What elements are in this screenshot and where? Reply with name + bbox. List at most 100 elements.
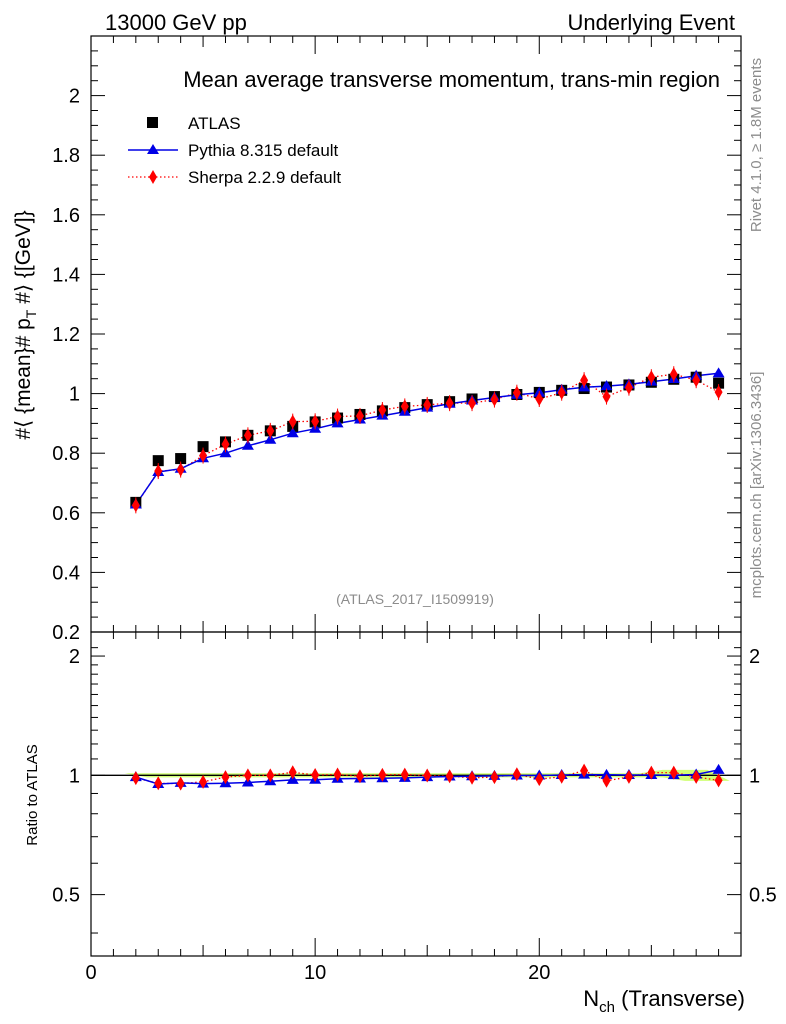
pythia-point bbox=[600, 380, 613, 391]
mcplots-source-label: mcplots.cern.ch [arXiv:1306.3436] bbox=[748, 372, 765, 599]
sherpa-point bbox=[378, 402, 387, 417]
sherpa-point bbox=[468, 396, 477, 411]
sherpa-ratio-point bbox=[669, 765, 678, 780]
sherpa-ratio-point bbox=[221, 770, 230, 785]
sherpa-point bbox=[311, 414, 320, 429]
main-y-tick-label: 1.2 bbox=[52, 324, 80, 346]
legend-atlas-label: ATLAS bbox=[188, 114, 241, 133]
sherpa-point bbox=[580, 373, 589, 388]
pythia-ratio-point bbox=[712, 763, 725, 774]
sherpa-point bbox=[243, 428, 252, 443]
sherpa-ratio-point bbox=[400, 767, 409, 782]
sherpa-point bbox=[154, 464, 163, 479]
sherpa-ratio-point bbox=[333, 767, 342, 782]
ratio-data-points bbox=[91, 763, 741, 791]
legend-sherpa-marker bbox=[149, 170, 157, 184]
x-tick-label: 0 bbox=[85, 962, 96, 984]
sherpa-ratio-point bbox=[468, 770, 477, 785]
sherpa-ratio-point bbox=[378, 767, 387, 782]
sherpa-point bbox=[266, 423, 275, 438]
event-type-label: Underlying Event bbox=[567, 10, 735, 35]
sherpa-line bbox=[135, 373, 719, 506]
legend: ATLAS Pythia 8.315 default Sherpa 2.2.9 … bbox=[128, 114, 341, 187]
sherpa-point bbox=[692, 373, 701, 388]
analysis-id-watermark: (ATLAS_2017_I1509919) bbox=[336, 591, 494, 607]
sherpa-ratio-point bbox=[535, 772, 544, 787]
main-data-points bbox=[129, 366, 725, 514]
pythia-point bbox=[712, 367, 725, 378]
pythia-point bbox=[241, 439, 254, 450]
sherpa-ratio-point bbox=[557, 769, 566, 784]
energy-label: 13000 GeV pp bbox=[105, 10, 247, 35]
main-y-tick-label: 0.8 bbox=[52, 443, 80, 465]
sherpa-ratio-point bbox=[490, 770, 499, 785]
sherpa-ratio-point bbox=[288, 765, 297, 780]
sherpa-point bbox=[355, 408, 364, 423]
x-tick-label: 20 bbox=[528, 962, 550, 984]
sherpa-point bbox=[512, 385, 521, 400]
x-axis: 0 10 20 bbox=[85, 36, 742, 984]
sherpa-ratio-point bbox=[512, 767, 521, 782]
sherpa-ratio-point bbox=[445, 769, 454, 784]
legend-atlas-marker bbox=[147, 117, 158, 128]
sherpa-ratio-point bbox=[647, 765, 656, 780]
main-y-tick-label: 0.6 bbox=[52, 503, 80, 525]
sherpa-point bbox=[288, 414, 297, 429]
sherpa-point bbox=[131, 498, 140, 513]
sherpa-point bbox=[535, 391, 544, 406]
rivet-version-label: Rivet 4.1.0, ≥ 1.8M events bbox=[748, 58, 765, 232]
sherpa-point bbox=[490, 392, 499, 407]
atlas-point bbox=[175, 453, 187, 465]
main-y-tick-label: 0.4 bbox=[52, 562, 80, 584]
ratio-y-tick-label: 2 bbox=[69, 646, 80, 668]
atlas-point bbox=[713, 377, 725, 389]
ratio-y-tick-label-right: 0.5 bbox=[749, 885, 777, 907]
sherpa-point bbox=[624, 380, 633, 395]
sherpa-point bbox=[557, 385, 566, 400]
main-y-tick-label: 0.2 bbox=[52, 622, 80, 644]
sherpa-ratio-point bbox=[176, 776, 185, 791]
ratio-y-axis: 0.5 0.5 1 1 2 2 bbox=[52, 646, 777, 934]
sherpa-ratio-point bbox=[714, 773, 723, 788]
main-y-tick-label: 1.4 bbox=[52, 264, 80, 286]
sherpa-point bbox=[221, 437, 230, 452]
sherpa-point bbox=[176, 462, 185, 477]
atlas-point bbox=[152, 455, 164, 467]
sherpa-ratio-point bbox=[199, 774, 208, 789]
ratio-y-tick-label-right: 2 bbox=[749, 646, 760, 668]
legend-pythia-label: Pythia 8.315 default bbox=[188, 141, 339, 160]
sherpa-ratio-point bbox=[243, 768, 252, 783]
main-y-axis: 0.2 0.4 0.6 0.8 1 1.2 1.4 1.6 1.8 2 bbox=[52, 35, 741, 644]
sherpa-point bbox=[602, 389, 611, 404]
sherpa-point bbox=[333, 409, 342, 424]
sherpa-point bbox=[400, 399, 409, 414]
ratio-plot-frame bbox=[90, 631, 742, 957]
sherpa-point bbox=[199, 448, 208, 463]
x-axis-label: Nch (Transverse) bbox=[583, 986, 745, 1016]
pythia-point bbox=[286, 427, 299, 438]
sherpa-ratio-point bbox=[580, 763, 589, 778]
sherpa-ratio-point bbox=[311, 767, 320, 782]
x-tick-label: 10 bbox=[304, 962, 326, 984]
ratio-y-tick-label: 0.5 bbox=[52, 885, 80, 907]
sherpa-point bbox=[714, 385, 723, 400]
main-y-tick-label: 1 bbox=[69, 384, 80, 406]
sherpa-point bbox=[669, 367, 678, 382]
sherpa-ratio-point bbox=[131, 771, 140, 786]
atlas-point bbox=[197, 441, 209, 453]
main-y-axis-label: #⟨ {mean}# pT #⟩ {[GeV]} bbox=[12, 210, 39, 439]
main-y-tick-label: 2 bbox=[69, 86, 80, 108]
sherpa-ratio-point bbox=[266, 768, 275, 783]
sherpa-ratio-point bbox=[355, 769, 364, 784]
sherpa-ratio-point bbox=[624, 769, 633, 784]
ratio-y-tick-label-right: 1 bbox=[749, 765, 760, 787]
sherpa-point bbox=[445, 396, 454, 411]
sherpa-ratio-point bbox=[692, 769, 701, 784]
chart-title: Mean average transverse momentum, trans-… bbox=[183, 67, 720, 92]
sherpa-point bbox=[647, 370, 656, 385]
sherpa-point bbox=[423, 397, 432, 412]
main-y-tick-label: 1.8 bbox=[52, 145, 80, 167]
sherpa-ratio-point bbox=[423, 768, 432, 783]
legend-sherpa-label: Sherpa 2.2.9 default bbox=[188, 168, 341, 187]
